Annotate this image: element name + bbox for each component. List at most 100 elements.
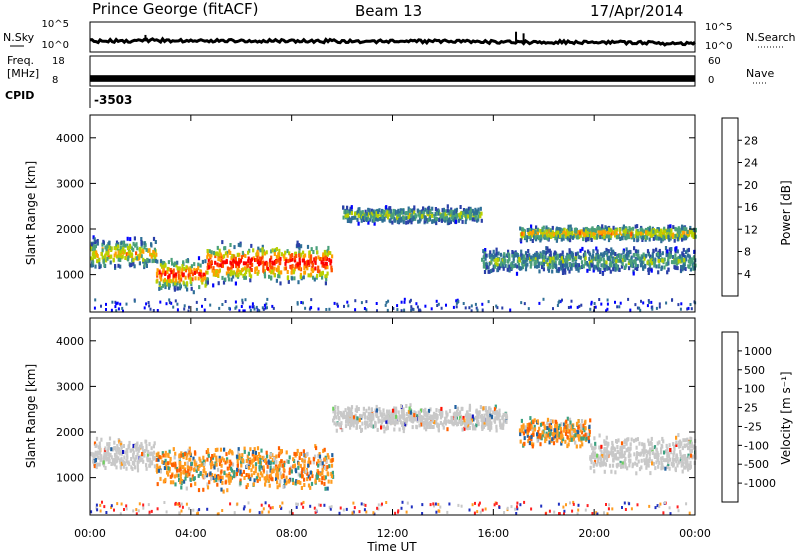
power-cell <box>325 274 328 278</box>
power-cell <box>446 204 449 209</box>
power-cell <box>636 234 639 239</box>
power-cell <box>635 230 638 235</box>
power-field <box>90 204 697 313</box>
power-cell <box>257 246 260 251</box>
velocity-cell <box>111 458 114 463</box>
power-cell <box>155 279 158 284</box>
velocity-cell <box>584 426 587 431</box>
power-cell <box>537 264 540 269</box>
velocity-cell <box>120 456 123 461</box>
power-cell <box>407 220 410 225</box>
power-cell <box>591 263 594 268</box>
velocity-cell <box>521 429 524 434</box>
power-cell <box>434 207 437 211</box>
power-cell <box>225 271 228 276</box>
power-cell <box>417 212 420 217</box>
power-cell <box>300 244 303 249</box>
power-cell <box>204 283 207 288</box>
nsearch-tick-top: 10^5 <box>705 22 732 33</box>
power-cell <box>370 214 373 219</box>
power-cell <box>568 230 571 235</box>
velocity-cell <box>155 457 158 462</box>
velocity-cell <box>216 482 219 487</box>
velocity-cell <box>422 408 425 413</box>
power-cell <box>265 250 268 255</box>
power-cell <box>130 252 133 257</box>
velocity-cell <box>566 428 570 433</box>
velocity-cell <box>433 415 436 420</box>
velocity-cell <box>315 474 318 479</box>
velocity-cell <box>151 452 154 457</box>
velocity-cell <box>362 411 365 416</box>
power-cell <box>262 260 265 265</box>
velocity-cell <box>421 419 424 424</box>
power-cell <box>528 232 531 237</box>
power-cell <box>595 246 598 251</box>
power-cell <box>524 235 527 240</box>
power-cell <box>183 266 186 271</box>
power-cell <box>320 260 323 265</box>
power-cell <box>283 266 286 271</box>
power-cell <box>648 237 651 242</box>
power-cell <box>185 265 188 270</box>
power-cell <box>164 285 167 290</box>
velocity-cell <box>263 476 266 481</box>
power-cell <box>244 275 247 280</box>
power-cell <box>386 210 389 215</box>
velocity-cell <box>489 411 492 416</box>
velocity-cell <box>178 468 181 473</box>
velocity-cell <box>195 462 198 467</box>
velocity-cell <box>444 416 447 421</box>
velocity-cell <box>387 415 390 419</box>
power-cell <box>188 272 191 277</box>
power-cell <box>163 277 166 282</box>
velocity-cell <box>246 483 249 487</box>
velocity-cell <box>650 459 653 464</box>
velocity-cell <box>276 485 279 490</box>
velocity-cell <box>256 455 259 460</box>
power-cell <box>559 264 563 269</box>
power-cell <box>306 266 309 271</box>
power-cell <box>150 254 153 259</box>
power-cell-noise <box>365 300 368 304</box>
velocity-cell <box>178 478 181 482</box>
power-cell <box>676 232 679 237</box>
power-cell <box>303 266 306 271</box>
velocity-cell <box>423 412 426 417</box>
power-cell <box>616 266 619 271</box>
power-cell <box>581 246 584 251</box>
velocity-cell <box>143 453 146 458</box>
velocity-cell <box>188 446 191 451</box>
power-cell <box>592 249 595 254</box>
power-cell <box>580 260 584 265</box>
power-cell <box>128 253 131 258</box>
power-cell <box>330 259 333 264</box>
power-cell <box>538 235 541 240</box>
velocity-cell <box>210 461 213 465</box>
power-cell <box>233 270 236 275</box>
velocity-cell <box>259 471 263 476</box>
velocity-cell <box>595 453 599 458</box>
power-cell <box>353 215 356 220</box>
velocity-cell <box>326 453 329 458</box>
velocity-cell <box>258 467 261 472</box>
power-cell <box>161 283 164 288</box>
power-cell-noise <box>253 307 256 311</box>
power-cell <box>427 218 430 222</box>
power-cell <box>234 256 237 261</box>
velocity-cell <box>251 464 254 469</box>
power-cell <box>291 264 294 269</box>
velocity-cell <box>226 466 229 471</box>
velocity-cell <box>319 472 322 477</box>
power-cell <box>569 238 572 243</box>
power-cell <box>127 250 130 255</box>
power-cell <box>603 259 606 264</box>
power-cell <box>129 245 132 249</box>
velocity-cell <box>283 460 286 465</box>
power-cell <box>252 256 255 261</box>
power-cell-noise <box>437 302 440 306</box>
velocity-cell <box>377 419 380 424</box>
velocity-cell <box>599 447 602 452</box>
power-cell <box>293 267 296 272</box>
velocity-cell <box>254 462 258 467</box>
